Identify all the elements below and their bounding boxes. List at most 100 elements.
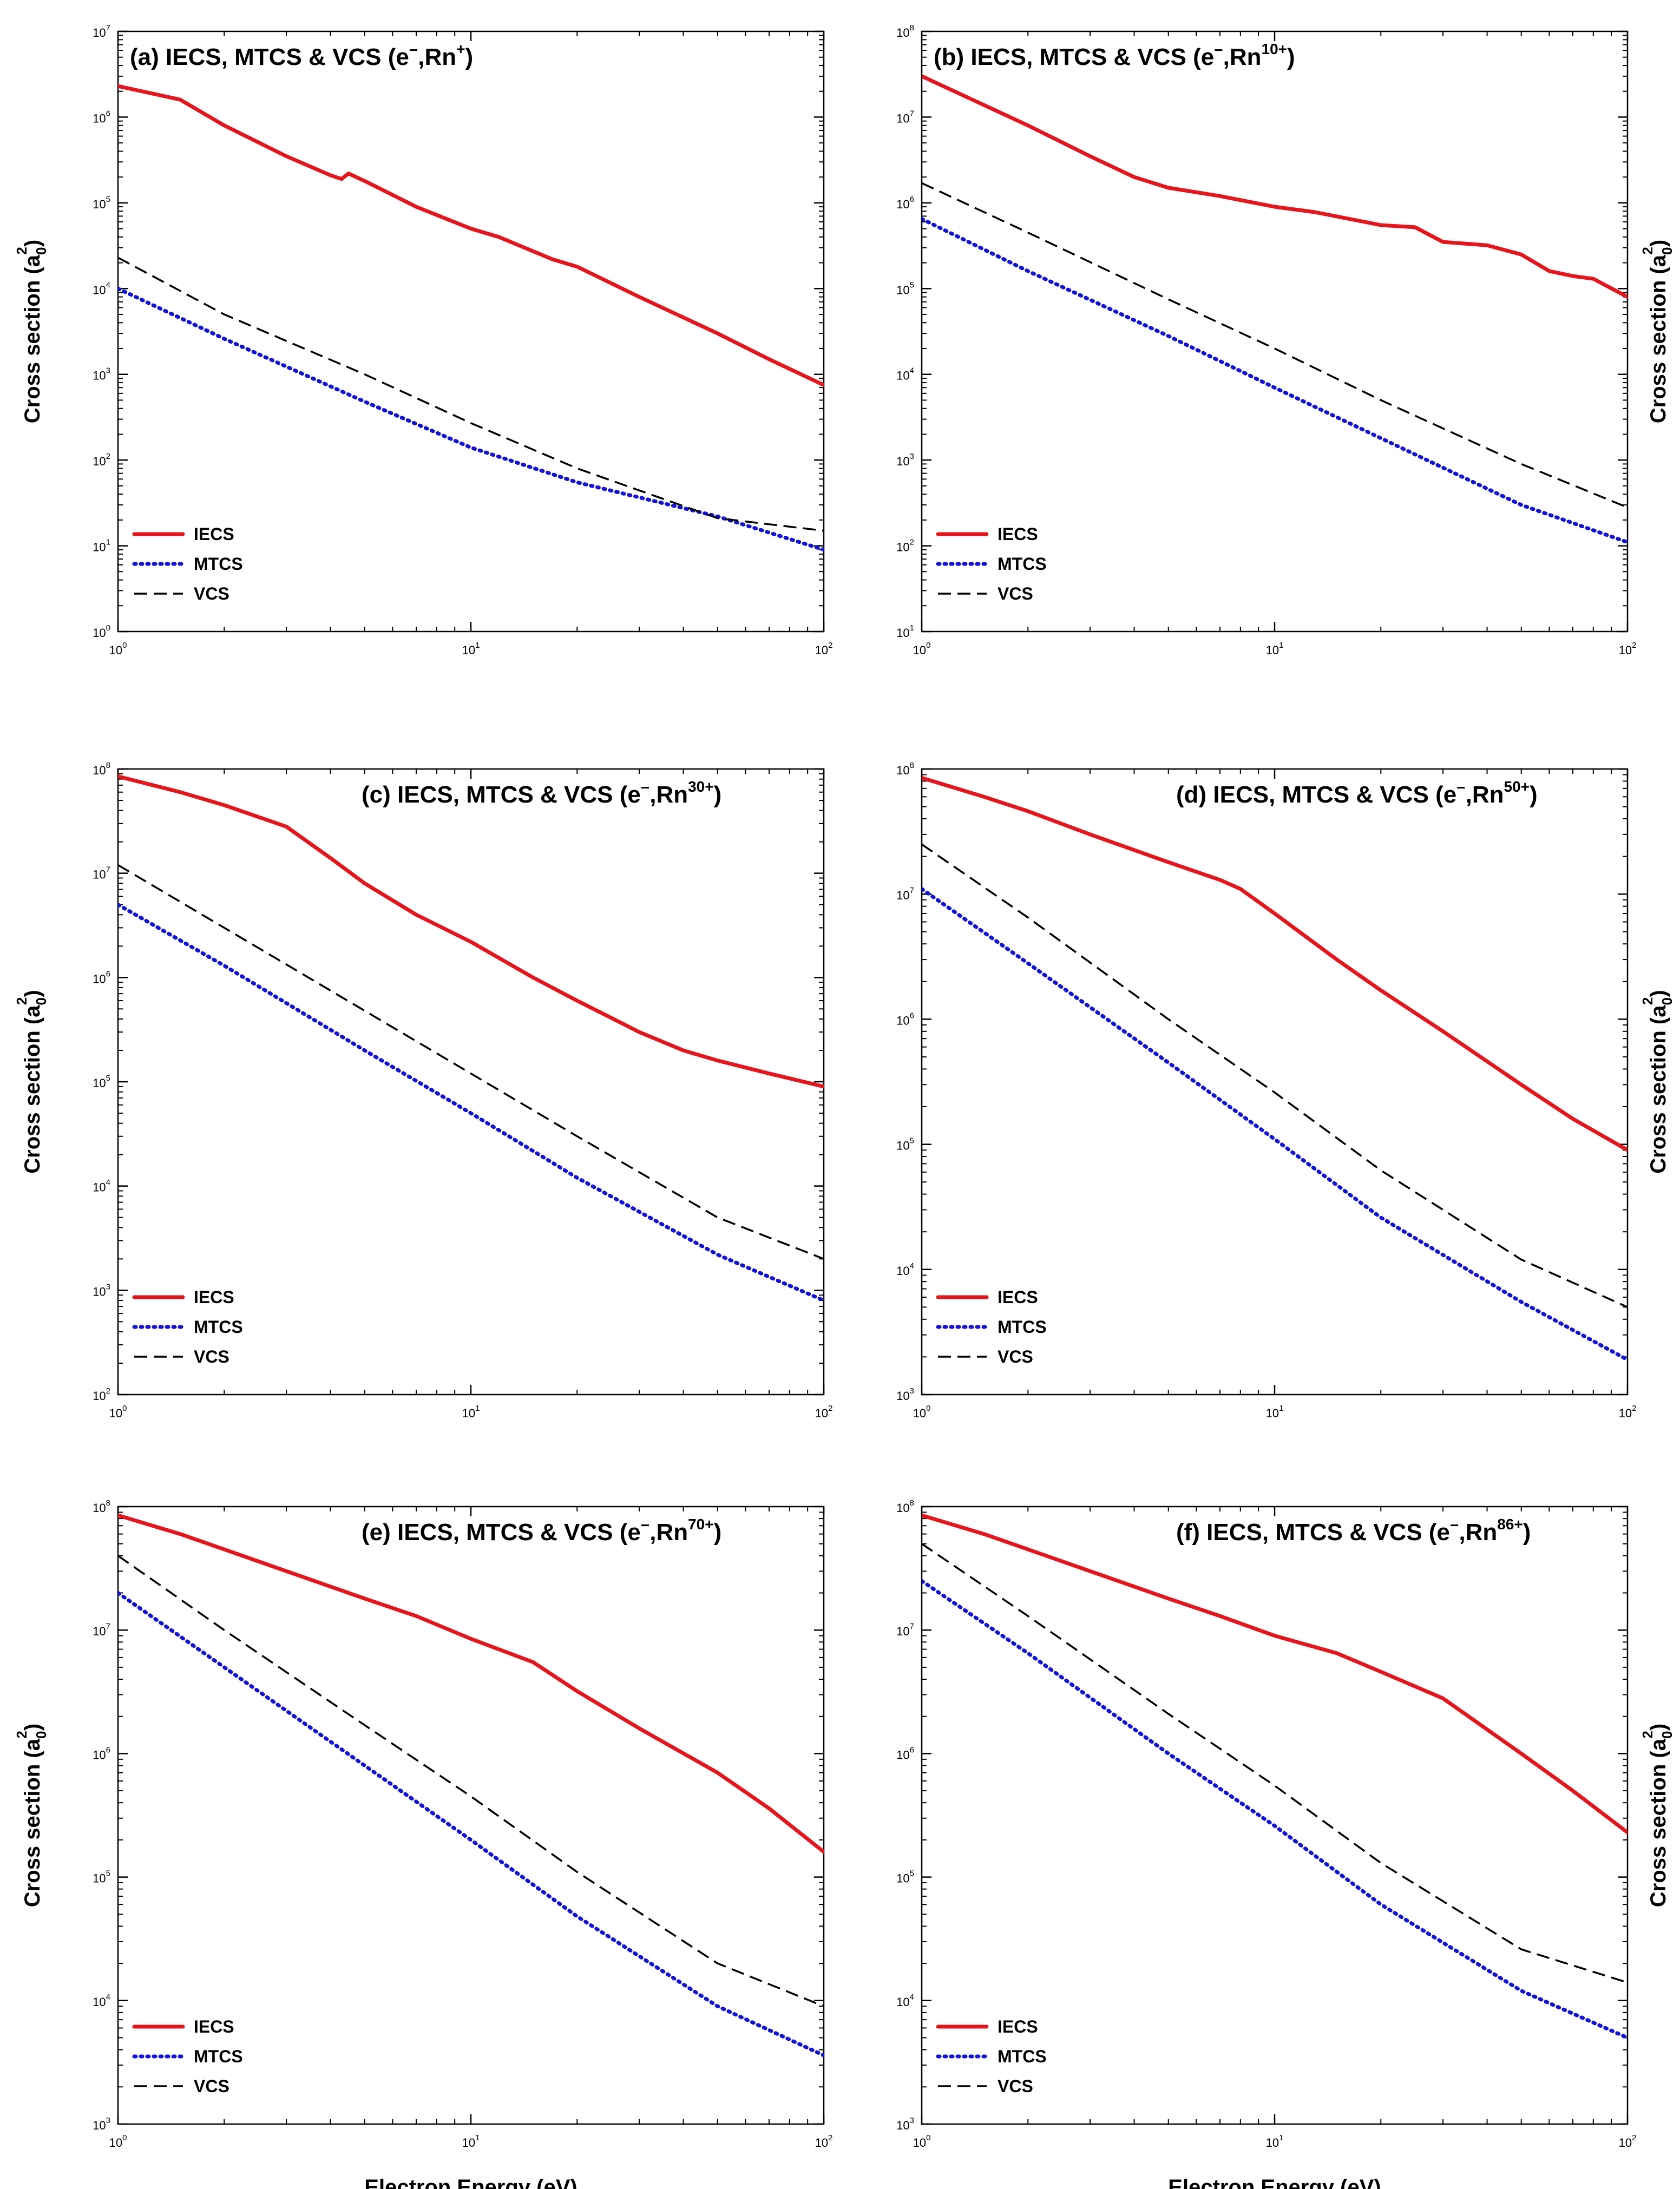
y-tick-label: 108 bbox=[93, 1498, 110, 1515]
y-tick-base: 10 bbox=[896, 764, 909, 777]
y-tick-label: 103 bbox=[896, 452, 914, 468]
y-tick-label: 103 bbox=[93, 2116, 110, 2132]
panel-title-close: ) bbox=[714, 781, 722, 808]
y-tick-label: 105 bbox=[93, 195, 110, 211]
y-tick-exponent: 6 bbox=[106, 109, 110, 118]
x-tick-label: 100 bbox=[109, 2133, 127, 2149]
x-tick-label: 102 bbox=[1619, 1404, 1637, 1420]
y-tick-exponent: 4 bbox=[106, 1178, 110, 1187]
legend-label-iecs: IECS bbox=[997, 2017, 1038, 2036]
y-tick-exponent: 8 bbox=[910, 761, 914, 770]
panel-title-ion: Rn bbox=[1472, 781, 1504, 808]
x-tick-base: 10 bbox=[815, 643, 828, 657]
legend-label-mtcs: MTCS bbox=[194, 554, 243, 574]
y-tick-base: 10 bbox=[93, 1076, 106, 1090]
y-axis-title: Cross section (a02) bbox=[1639, 240, 1675, 423]
y-tick-label: 103 bbox=[93, 1282, 110, 1298]
y-tick-label: 102 bbox=[93, 1386, 110, 1403]
y-tick-exponent: 7 bbox=[910, 886, 914, 895]
y-axis-title-sup: 2 bbox=[14, 997, 30, 1005]
y-tick-base: 10 bbox=[93, 868, 106, 882]
y-tick-base: 10 bbox=[93, 198, 106, 211]
series-group bbox=[118, 1513, 824, 2057]
x-tick-label: 102 bbox=[815, 2133, 833, 2149]
series-group bbox=[922, 74, 1628, 544]
y-tick-exponent: 6 bbox=[910, 195, 914, 204]
y-tick-exponent: 2 bbox=[106, 1386, 110, 1396]
y-tick-exponent: 4 bbox=[106, 1993, 110, 2002]
x-tick-exponent: 1 bbox=[475, 1404, 480, 1413]
panel-title: (e) IECS, MTCS & VCS (e−,Rn70+) bbox=[362, 1516, 721, 1546]
y-tick-exponent: 7 bbox=[910, 109, 914, 118]
x-tick-base: 10 bbox=[913, 2136, 926, 2149]
y-tick-label: 103 bbox=[896, 1386, 914, 1403]
y-tick-base: 10 bbox=[896, 369, 909, 383]
y-axis-title-end: ) bbox=[21, 990, 44, 997]
panel-title-prefix: (f) IECS, MTCS & VCS (e bbox=[1176, 1519, 1450, 1546]
y-tick-base: 10 bbox=[896, 1139, 909, 1153]
y-tick-base: 10 bbox=[896, 1014, 909, 1027]
y-tick-base: 10 bbox=[896, 541, 909, 554]
y-axis-title: Cross section (a02) bbox=[14, 1724, 49, 1907]
y-axis-title-end: ) bbox=[21, 1724, 44, 1731]
x-tick-base: 10 bbox=[913, 1406, 926, 1420]
y-tick-exponent: 3 bbox=[910, 2116, 914, 2125]
y-tick-exponent: 2 bbox=[910, 538, 914, 547]
y-tick-base: 10 bbox=[93, 1625, 106, 1638]
y-axis-title-sup: 2 bbox=[1639, 997, 1656, 1005]
y-tick-label: 106 bbox=[896, 1745, 914, 1761]
y-tick-label: 105 bbox=[93, 1074, 110, 1090]
x-tick-base: 10 bbox=[913, 643, 926, 657]
y-tick-exponent: 3 bbox=[106, 2116, 110, 2125]
x-tick-exponent: 0 bbox=[122, 641, 127, 650]
y-tick-exponent: 8 bbox=[910, 23, 914, 32]
y-tick-exponent: 7 bbox=[106, 1622, 110, 1631]
x-tick-exponent: 0 bbox=[926, 2133, 930, 2142]
series-line-iecs bbox=[922, 775, 1628, 1152]
series-line-mtcs bbox=[118, 286, 824, 552]
legend-label-mtcs: MTCS bbox=[194, 1317, 243, 1337]
y-axis-title: Cross section (a02) bbox=[14, 240, 49, 423]
legend-label-vcs: VCS bbox=[194, 1347, 229, 1366]
panel-title-close: ) bbox=[465, 44, 473, 70]
x-tick-base: 10 bbox=[109, 643, 122, 657]
y-tick-base: 10 bbox=[896, 26, 909, 40]
series-line-mtcs bbox=[922, 217, 1628, 544]
y-tick-base: 10 bbox=[93, 1285, 106, 1298]
y-tick-label: 106 bbox=[93, 969, 110, 985]
panel-title-ion: Rn bbox=[1466, 1519, 1498, 1546]
legend-label-iecs: IECS bbox=[997, 524, 1038, 544]
legend-label-vcs: VCS bbox=[997, 1347, 1033, 1366]
y-tick-base: 10 bbox=[93, 455, 106, 468]
y-tick-exponent: 5 bbox=[910, 1136, 914, 1146]
series-line-iecs bbox=[118, 1513, 824, 1854]
y-tick-base: 10 bbox=[93, 1748, 106, 1761]
y-tick-base: 10 bbox=[93, 283, 106, 297]
legend-label-mtcs: MTCS bbox=[194, 2047, 243, 2066]
legend-label-mtcs: MTCS bbox=[997, 2047, 1047, 2066]
y-axis-title-main: Cross section (a bbox=[21, 254, 44, 423]
x-tick-label: 100 bbox=[109, 641, 127, 657]
y-axis-title-sub: 0 bbox=[33, 247, 49, 255]
y-tick-exponent: 6 bbox=[106, 1745, 110, 1754]
x-tick-exponent: 2 bbox=[1632, 1404, 1636, 1413]
y-tick-exponent: 7 bbox=[106, 23, 110, 32]
x-tick-exponent: 2 bbox=[828, 2133, 832, 2142]
series-line-iecs bbox=[922, 1513, 1628, 1835]
x-tick-base: 10 bbox=[1619, 1406, 1632, 1420]
y-tick-exponent: 4 bbox=[106, 280, 110, 290]
x-tick-exponent: 1 bbox=[1279, 641, 1283, 650]
y-axis-title: Cross section (a02) bbox=[1639, 990, 1675, 1173]
y-axis-title-end: ) bbox=[1646, 1724, 1670, 1731]
y-tick-label: 104 bbox=[896, 1261, 914, 1278]
series-line-mtcs bbox=[118, 1591, 824, 2057]
y-tick-label: 107 bbox=[896, 886, 914, 902]
y-axis-title-main: Cross section (a bbox=[21, 1738, 44, 1907]
y-tick-label: 106 bbox=[93, 109, 110, 125]
series-group bbox=[118, 774, 824, 1303]
y-tick-label: 105 bbox=[896, 280, 914, 297]
y-tick-exponent: 4 bbox=[910, 366, 914, 376]
y-axis-title: Cross section (a02) bbox=[14, 990, 49, 1173]
y-tick-label: 100 bbox=[93, 623, 110, 640]
